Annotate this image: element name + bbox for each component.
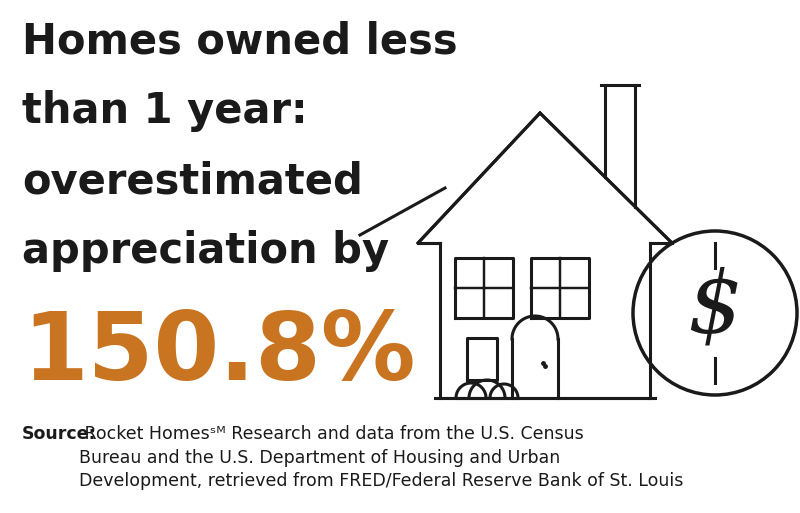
- Text: appreciation by: appreciation by: [22, 230, 389, 272]
- Text: overestimated: overestimated: [22, 160, 363, 202]
- Text: $: $: [688, 268, 742, 350]
- Text: Rocket Homesˢᴹ Research and data from the U.S. Census
Bureau and the U.S. Depart: Rocket Homesˢᴹ Research and data from th…: [79, 425, 683, 490]
- Text: Source:: Source:: [22, 425, 97, 443]
- Text: 150.8%: 150.8%: [22, 308, 415, 400]
- Text: Homes owned less: Homes owned less: [22, 20, 458, 62]
- Text: than 1 year:: than 1 year:: [22, 90, 308, 132]
